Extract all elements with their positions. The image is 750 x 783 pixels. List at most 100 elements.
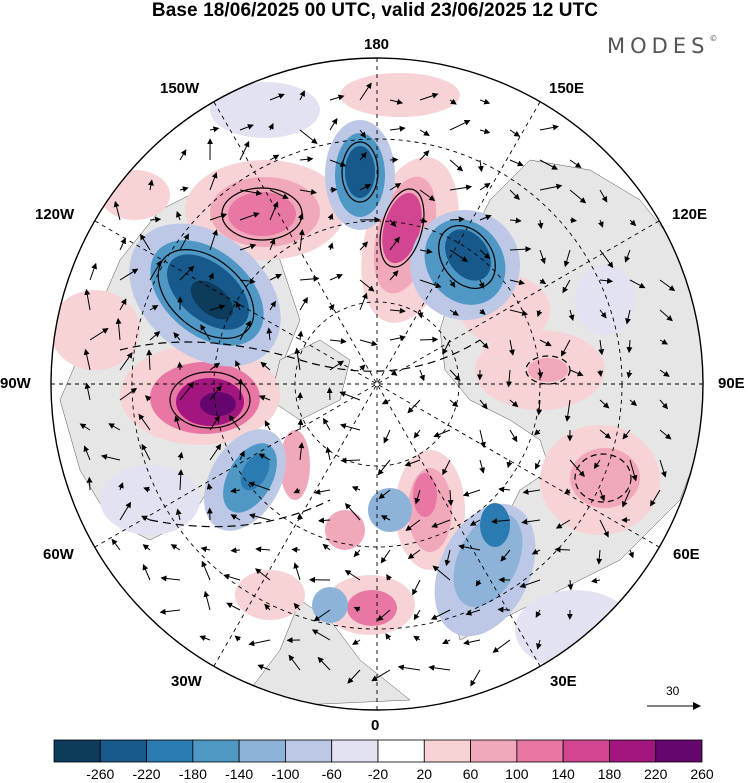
wind-vector (413, 429, 421, 439)
wind-vector (327, 242, 334, 251)
wind-vector (593, 459, 601, 470)
wind-vector (479, 459, 486, 474)
wind-vector (328, 303, 335, 311)
wind-vector (419, 248, 433, 255)
wind-vector (318, 517, 331, 524)
wind-vector (268, 123, 274, 131)
wind-vector (248, 513, 271, 521)
wind-vector (159, 608, 181, 615)
wind-vector (498, 486, 511, 493)
wind-vector (258, 395, 271, 401)
wind-vector (255, 568, 271, 581)
colorbar-tick-label: 220 (644, 766, 668, 782)
brand-logo: MODES© (607, 34, 718, 58)
wind-vector (339, 391, 361, 401)
wind-vector (500, 549, 511, 562)
wind-vector (353, 549, 361, 558)
wind-vector (142, 544, 151, 551)
wind-vector (359, 292, 368, 311)
wind-vector (381, 398, 391, 405)
wind-vector (258, 453, 271, 461)
wind-vector (389, 270, 399, 281)
wind-vector (344, 502, 361, 521)
wind-vector (352, 639, 361, 645)
wind-vector (477, 159, 484, 173)
wind-vector (100, 454, 121, 461)
wind-vector (239, 243, 257, 251)
wind-vector (509, 279, 525, 286)
wind-vector (269, 201, 279, 221)
wind-vector (509, 399, 519, 408)
wind-vector (209, 126, 220, 133)
wind-vector (625, 309, 631, 325)
wind-vector (407, 399, 421, 414)
wind-vector (200, 324, 211, 341)
wind-vector (255, 546, 271, 553)
wind-vector (442, 339, 451, 355)
wind-vector (555, 519, 571, 529)
colorbar-swatch (516, 739, 564, 763)
wind-vector (449, 184, 473, 191)
wind-vector (449, 369, 461, 382)
wind-vector (389, 219, 397, 227)
wind-vector (535, 609, 542, 618)
wind-vector (412, 579, 421, 596)
wind-vector (266, 327, 273, 341)
wind-vector (491, 518, 511, 525)
wind-vector (119, 501, 132, 521)
wind-vector (111, 538, 121, 551)
wind-vector (470, 669, 481, 687)
wind-vector (203, 590, 211, 611)
lon-label-0: 0 (371, 717, 380, 734)
wind-vector (509, 159, 524, 167)
wind-vector (84, 288, 91, 311)
wind-vector (419, 150, 430, 161)
wind-vector (175, 508, 182, 521)
wind-vector (119, 387, 138, 401)
wind-vector (449, 120, 471, 131)
wind-vector (629, 459, 638, 482)
wind-vector (269, 300, 276, 311)
wind-vector (79, 423, 91, 431)
wind-vector (174, 415, 181, 431)
lon-label-90e: 90E (718, 375, 745, 392)
colorbar-swatch (238, 739, 286, 763)
colorbar-tick-label: 60 (462, 766, 479, 782)
wind-vector (297, 212, 304, 221)
wind-vector (562, 279, 571, 294)
colorbar-tick-label: 100 (505, 766, 529, 782)
colorbar (53, 739, 703, 763)
colorbar-swatch (146, 739, 194, 763)
wind-vector (497, 606, 511, 613)
wind-vector (522, 488, 541, 495)
wind-vector (146, 349, 153, 371)
wind-vector (313, 609, 331, 622)
wind-vector (509, 189, 520, 201)
wind-vector (179, 149, 187, 161)
lon-label-120e: 120E (672, 206, 708, 223)
lon-label-30e: 30E (550, 673, 577, 690)
wind-vector (327, 213, 334, 221)
wind-vector (269, 238, 276, 251)
wind-vector (389, 369, 398, 376)
wind-vector (659, 338, 669, 345)
contour-lines (119, 141, 632, 528)
wind-vector (257, 664, 271, 671)
wind-vector (299, 275, 320, 282)
wind-vector (177, 451, 184, 461)
wind-vector (311, 629, 331, 641)
wind-vector (140, 233, 151, 251)
wind-vector (389, 182, 402, 191)
lon-label-90w: 90W (0, 375, 31, 392)
wind-vector (479, 339, 489, 349)
lon-label-150e: 150E (549, 80, 585, 97)
wind-vector (569, 459, 585, 478)
wind-vector (199, 635, 211, 641)
wind-vector (536, 639, 542, 650)
wind-vector (239, 278, 256, 285)
wind-vector (539, 339, 552, 347)
wind-vector (299, 156, 314, 163)
colorbar-swatch (331, 739, 379, 763)
colorbar-tick-label: -140 (225, 766, 254, 782)
wind-vector (564, 399, 571, 422)
